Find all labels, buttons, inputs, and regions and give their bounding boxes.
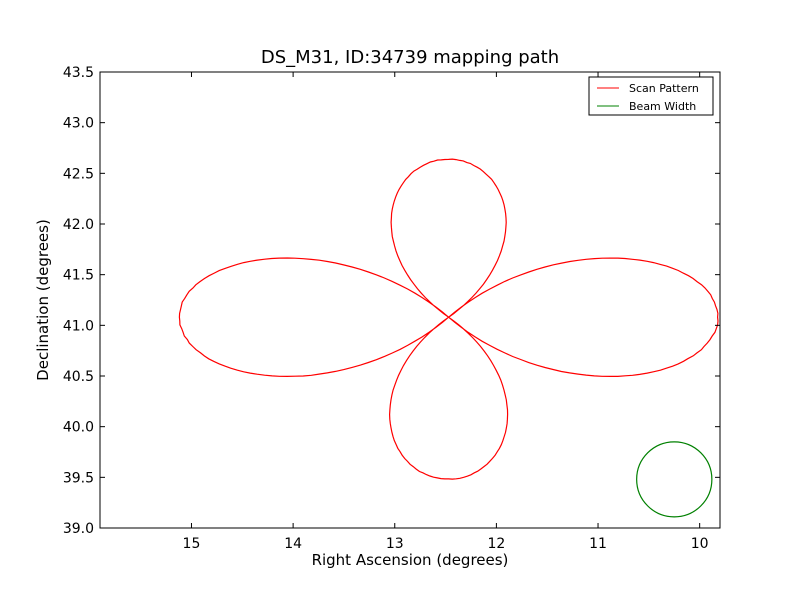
y-tick-label: 39.5 [63, 470, 94, 486]
y-tick-label: 42.0 [63, 217, 94, 233]
legend-box [588, 76, 714, 116]
y-tick-label: 40.5 [63, 369, 94, 385]
x-axis-label: Right Ascension (degrees) [312, 551, 509, 569]
y-axis-label: Declination (degrees) [34, 219, 52, 381]
scan-pattern-line [178, 158, 719, 480]
plot-area [100, 72, 720, 528]
legend-label-scan-pattern: Scan Pattern [629, 82, 699, 95]
y-tick-label: 41.5 [63, 268, 94, 284]
x-tick-label: 15 [183, 536, 201, 552]
y-tick-label: 43.0 [63, 116, 94, 132]
legend-label-beam-width: Beam Width [629, 100, 696, 113]
y-tick-label: 41.0 [63, 318, 94, 334]
y-tick-label: 42.5 [63, 166, 94, 182]
y-tick-label: 40.0 [63, 420, 94, 436]
ticks-layer: 15 14 13 12 11 10 39.0 39.5 40.0 40.5 41.0 41.5 42.0… [63, 65, 720, 552]
x-tick-label: 11 [589, 536, 607, 552]
beam-width-circle [636, 441, 713, 518]
series-layer [178, 158, 719, 518]
x-tick-label: 14 [284, 536, 302, 552]
y-tick-label: 43.5 [63, 65, 94, 81]
legend: Scan Pattern Beam Width [588, 76, 714, 116]
plot-frame [99, 71, 721, 529]
x-tick-label: 13 [386, 536, 404, 552]
chart-title: DS_M31, ID:34739 mapping path [261, 47, 559, 68]
x-tick-label: 12 [487, 536, 505, 552]
x-tick-label: 10 [691, 536, 709, 552]
y-tick-label: 39.0 [63, 521, 94, 537]
